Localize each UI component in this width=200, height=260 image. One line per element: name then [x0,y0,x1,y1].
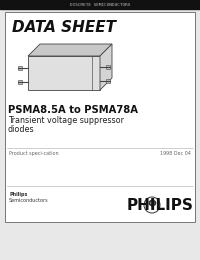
Text: PHILIPS: PHILIPS [127,198,194,212]
Text: DISCRETE SEMICONDUCTORS: DISCRETE SEMICONDUCTORS [70,3,130,6]
Text: DATA SHEET: DATA SHEET [12,20,116,35]
Text: Semiconductors: Semiconductors [9,198,49,203]
Text: PSMA8.5A to PSMA78A: PSMA8.5A to PSMA78A [8,105,138,115]
Bar [0,0,200,9]
Bar [18,80,22,84]
Bar [106,79,110,83]
FancyBboxPatch shape [5,12,195,222]
Circle shape [144,197,160,213]
Bar [18,66,22,70]
Text: Φ: Φ [148,199,156,209]
Bar [28,56,100,90]
Text: 1998 Dec 04: 1998 Dec 04 [160,151,191,156]
Text: Product speci­cation: Product speci­cation [9,151,59,156]
Text: Transient voltage suppressor: Transient voltage suppressor [8,116,124,125]
Bar [106,65,110,69]
Polygon shape [28,44,112,56]
Text: diodes: diodes [8,125,35,134]
Text: Philips: Philips [9,192,27,197]
Polygon shape [100,44,112,90]
